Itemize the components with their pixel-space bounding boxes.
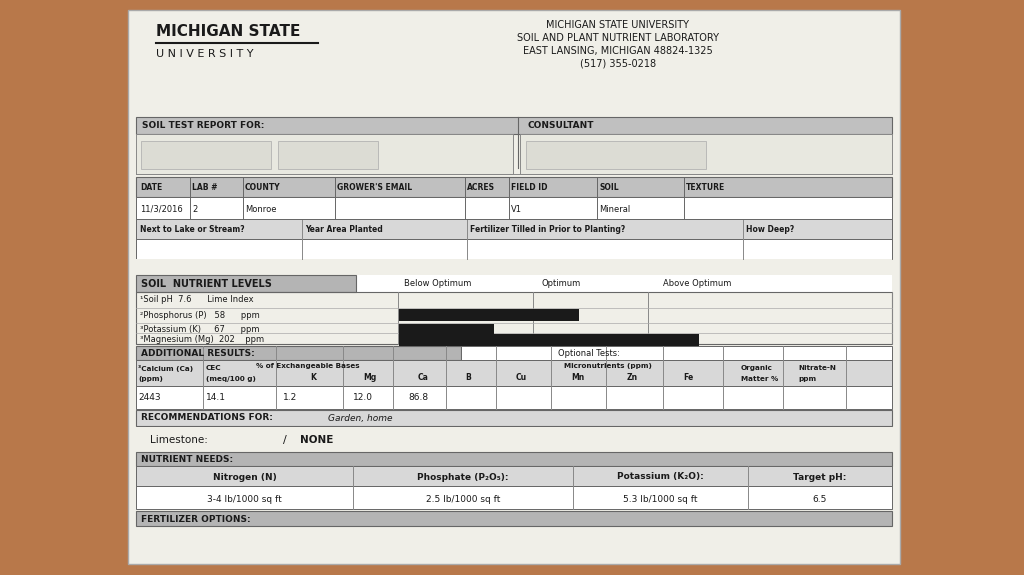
Text: Below Optimum: Below Optimum: [404, 279, 471, 289]
Text: V1: V1: [511, 205, 522, 213]
Bar: [136, 219, 892, 239]
Text: TEXTURE: TEXTURE: [686, 183, 725, 193]
Text: ²Phosphorus (P)   58      ppm: ²Phosphorus (P) 58 ppm: [140, 310, 260, 320]
Text: FERTILIZER OPTIONS:: FERTILIZER OPTIONS:: [141, 515, 251, 523]
Text: ³Potassium (K)     67      ppm: ³Potassium (K) 67 ppm: [140, 325, 259, 335]
Text: ³Calcium (Ca): ³Calcium (Ca): [138, 365, 194, 371]
Text: Phosphate (P₂O₅):: Phosphate (P₂O₅):: [417, 473, 509, 481]
Text: Fe: Fe: [683, 374, 693, 382]
Text: Zn: Zn: [627, 374, 638, 382]
Text: 14.1: 14.1: [206, 393, 226, 402]
Text: COUNTY: COUNTY: [245, 183, 281, 193]
Text: SOIL: SOIL: [599, 183, 618, 193]
Bar: [526, 141, 706, 169]
Text: 2: 2: [193, 205, 198, 213]
Bar: [136, 360, 892, 386]
Text: Monroe: Monroe: [245, 205, 276, 213]
Bar: [136, 292, 892, 344]
Text: Micronutrients (ppm): Micronutrients (ppm): [564, 363, 652, 369]
Text: Nitrate-N: Nitrate-N: [798, 365, 836, 371]
Bar: [128, 10, 900, 564]
Text: 2.5 lb/1000 sq ft: 2.5 lb/1000 sq ft: [426, 494, 500, 504]
Text: Fertilizer Tilled in Prior to Planting?: Fertilizer Tilled in Prior to Planting?: [470, 225, 626, 235]
Text: SOIL AND PLANT NUTRIENT LABORATORY: SOIL AND PLANT NUTRIENT LABORATORY: [517, 33, 719, 43]
Text: Nitrogen (N): Nitrogen (N): [213, 473, 276, 481]
Text: K: K: [310, 374, 315, 382]
Bar: [141, 141, 271, 169]
Text: B: B: [465, 374, 471, 382]
Text: 2443: 2443: [138, 393, 161, 402]
Text: ppm: ppm: [798, 376, 816, 382]
Bar: [136, 177, 892, 197]
Text: Cu: Cu: [516, 374, 527, 382]
Text: Garden, home: Garden, home: [328, 413, 392, 423]
Text: SOIL TEST REPORT FOR:: SOIL TEST REPORT FOR:: [142, 121, 264, 131]
Text: RECOMMENDATIONS FOR:: RECOMMENDATIONS FOR:: [141, 413, 272, 423]
Text: MICHIGAN STATE UNIVERSITY: MICHIGAN STATE UNIVERSITY: [547, 20, 689, 30]
Bar: [136, 275, 356, 292]
Text: 3-4 lb/1000 sq ft: 3-4 lb/1000 sq ft: [207, 494, 282, 504]
Text: CONSULTANT: CONSULTANT: [528, 121, 595, 131]
Text: EAST LANSING, MICHIGAN 48824-1325: EAST LANSING, MICHIGAN 48824-1325: [523, 46, 713, 56]
Bar: [136, 452, 892, 466]
Text: Year Area Planted: Year Area Planted: [305, 225, 383, 235]
Text: NONE: NONE: [300, 435, 334, 445]
Text: SOIL  NUTRIENT LEVELS: SOIL NUTRIENT LEVELS: [141, 279, 272, 289]
Text: Ca: Ca: [418, 374, 429, 382]
Text: Above Optimum: Above Optimum: [663, 279, 731, 289]
Bar: [136, 410, 892, 426]
Text: Limestone:: Limestone:: [150, 435, 208, 445]
Text: DATE: DATE: [140, 183, 162, 193]
Text: LAB #: LAB #: [193, 183, 217, 193]
Bar: [136, 386, 892, 409]
Text: Mn: Mn: [571, 374, 585, 382]
Bar: [136, 346, 892, 360]
Text: (517) 355-0218: (517) 355-0218: [580, 59, 656, 69]
Bar: [136, 346, 461, 360]
Bar: [136, 239, 892, 259]
Text: Mineral: Mineral: [599, 205, 630, 213]
Text: 12.0: 12.0: [353, 393, 373, 402]
Text: ³Magnesium (Mg)  202    ppm: ³Magnesium (Mg) 202 ppm: [140, 335, 264, 344]
Bar: [136, 511, 892, 526]
Bar: [136, 259, 892, 276]
Text: ¹Soil pH  7.6      Lime Index: ¹Soil pH 7.6 Lime Index: [140, 296, 254, 305]
Bar: [136, 134, 513, 174]
Text: Optimum: Optimum: [541, 279, 581, 289]
Text: /: /: [283, 435, 287, 445]
Text: Target pH:: Target pH:: [794, 473, 847, 481]
Bar: [136, 197, 892, 219]
Text: GROWER'S EMAIL: GROWER'S EMAIL: [337, 183, 412, 193]
Text: How Deep?: How Deep?: [746, 225, 795, 235]
Text: Mg: Mg: [362, 374, 376, 382]
Text: Organic: Organic: [741, 365, 773, 371]
Text: MICHIGAN STATE: MICHIGAN STATE: [156, 25, 300, 40]
Bar: [136, 427, 892, 452]
Bar: [136, 117, 892, 134]
Text: 6.5: 6.5: [813, 494, 827, 504]
Text: U N I V E R S I T Y: U N I V E R S I T Y: [156, 49, 254, 59]
Text: 1.2: 1.2: [283, 393, 297, 402]
Text: 11/3/2016: 11/3/2016: [140, 205, 182, 213]
Text: (meq/100 g): (meq/100 g): [206, 376, 256, 382]
Text: (ppm): (ppm): [138, 376, 163, 382]
Bar: [136, 466, 892, 486]
Text: % of Exchangeable Bases: % of Exchangeable Bases: [256, 363, 359, 369]
Text: Optional Tests:: Optional Tests:: [558, 348, 620, 358]
Bar: [136, 275, 892, 292]
Text: Potassium (K₂O):: Potassium (K₂O):: [617, 473, 703, 481]
Text: 5.3 lb/1000 sq ft: 5.3 lb/1000 sq ft: [624, 494, 697, 504]
Text: NUTRIENT NEEDS:: NUTRIENT NEEDS:: [141, 454, 233, 463]
Text: Matter %: Matter %: [741, 376, 778, 382]
Bar: [461, 346, 892, 360]
Bar: [520, 134, 892, 174]
Text: FIELD ID: FIELD ID: [511, 183, 548, 193]
Text: CEC: CEC: [206, 365, 221, 371]
Text: ACRES: ACRES: [467, 183, 495, 193]
Text: Next to Lake or Stream?: Next to Lake or Stream?: [140, 225, 245, 235]
Bar: [278, 141, 378, 169]
Text: ADDITIONAL RESULTS:: ADDITIONAL RESULTS:: [141, 348, 255, 358]
Bar: [136, 486, 892, 509]
Text: 86.8: 86.8: [408, 393, 428, 402]
